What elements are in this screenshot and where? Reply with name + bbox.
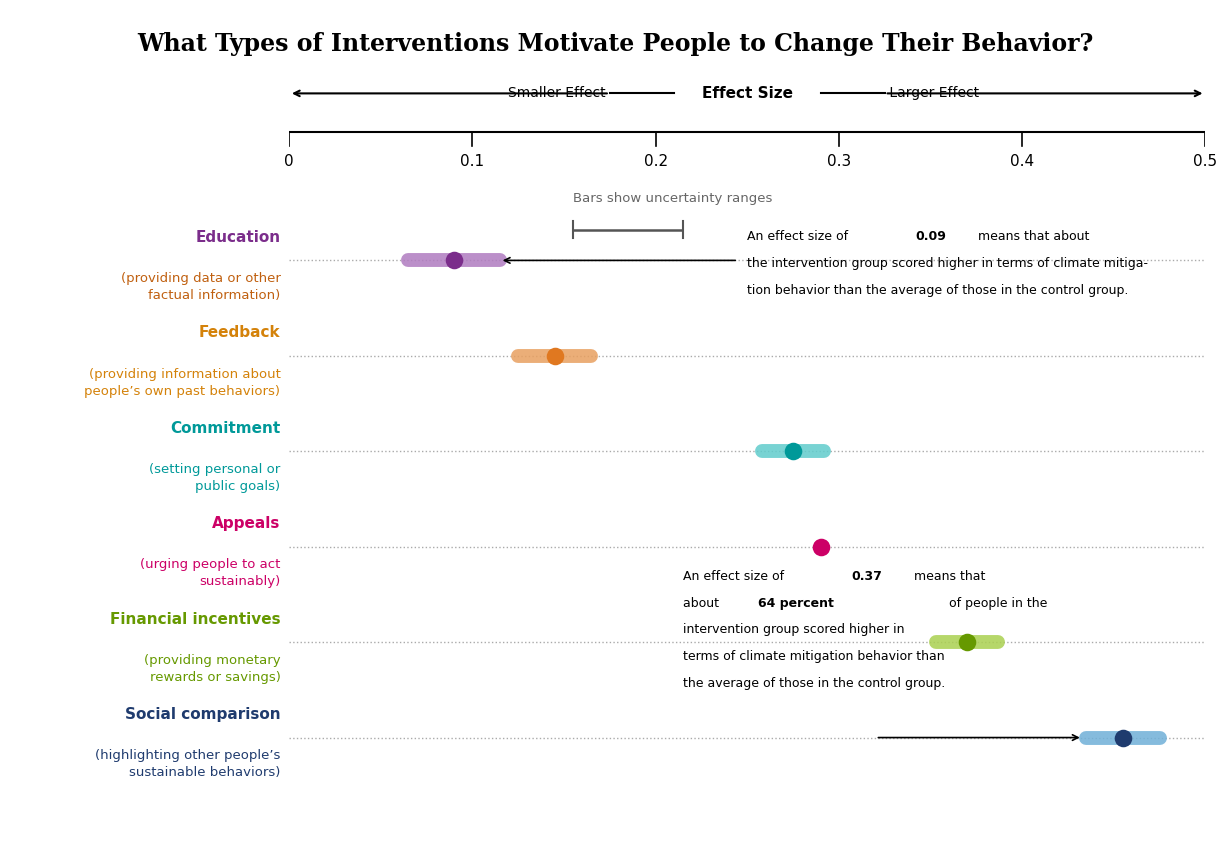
Point bbox=[545, 349, 565, 363]
Text: (setting personal or
public goals): (setting personal or public goals) bbox=[149, 463, 280, 493]
Text: 64 percent: 64 percent bbox=[758, 597, 834, 609]
Text: 0.2: 0.2 bbox=[643, 154, 668, 169]
Text: Smaller Effect: Smaller Effect bbox=[508, 86, 610, 100]
Text: Effect Size: Effect Size bbox=[702, 86, 792, 101]
Text: (providing monetary
rewards or savings): (providing monetary rewards or savings) bbox=[144, 654, 280, 684]
Text: Commitment: Commitment bbox=[170, 421, 280, 436]
Text: means that: means that bbox=[910, 570, 985, 583]
Point bbox=[1113, 731, 1133, 744]
Text: terms of climate mitigation behavior than: terms of climate mitigation behavior tha… bbox=[683, 650, 945, 663]
Text: Education: Education bbox=[196, 230, 280, 245]
Text: (providing information about
people’s own past behaviors): (providing information about people’s ow… bbox=[85, 367, 280, 398]
Text: An effect size of: An effect size of bbox=[748, 230, 852, 243]
Point bbox=[811, 540, 830, 554]
Text: of people in the: of people in the bbox=[945, 597, 1048, 609]
Text: 0.3: 0.3 bbox=[827, 154, 851, 169]
Text: means that about: means that about bbox=[974, 230, 1093, 243]
Text: Social comparison: Social comparison bbox=[124, 707, 280, 722]
Point bbox=[784, 445, 803, 458]
Text: What Types of Interventions Motivate People to Change Their Behavior?: What Types of Interventions Motivate Peo… bbox=[137, 32, 1093, 57]
Text: the intervention group scored higher in terms of climate mitiga-: the intervention group scored higher in … bbox=[748, 257, 1149, 270]
Text: Larger Effect: Larger Effect bbox=[884, 86, 979, 100]
Text: 0.4: 0.4 bbox=[1010, 154, 1034, 169]
Text: Financial incentives: Financial incentives bbox=[109, 612, 280, 627]
Text: Feedback: Feedback bbox=[199, 326, 280, 340]
Text: 0: 0 bbox=[284, 154, 294, 169]
Text: 0.5: 0.5 bbox=[1193, 154, 1218, 169]
Text: An effect size of: An effect size of bbox=[683, 570, 788, 583]
Text: 0.09: 0.09 bbox=[916, 230, 947, 243]
Text: Bars show uncertainty ranges: Bars show uncertainty ranges bbox=[573, 192, 772, 205]
Text: (urging people to act
sustainably): (urging people to act sustainably) bbox=[140, 559, 280, 588]
Text: Appeals: Appeals bbox=[212, 517, 280, 531]
Point bbox=[957, 636, 977, 649]
Text: intervention group scored higher in: intervention group scored higher in bbox=[683, 624, 904, 636]
Text: 0.37: 0.37 bbox=[851, 570, 883, 583]
Text: about: about bbox=[683, 597, 723, 609]
Text: tion behavior than the average of those in the control group.: tion behavior than the average of those … bbox=[748, 284, 1129, 296]
Point bbox=[444, 254, 464, 268]
Text: the average of those in the control group.: the average of those in the control grou… bbox=[683, 677, 946, 690]
Text: (highlighting other people’s
sustainable behaviors): (highlighting other people’s sustainable… bbox=[95, 749, 280, 779]
Text: 0.1: 0.1 bbox=[460, 154, 485, 169]
Text: (providing data or other
factual information): (providing data or other factual informa… bbox=[121, 272, 280, 302]
